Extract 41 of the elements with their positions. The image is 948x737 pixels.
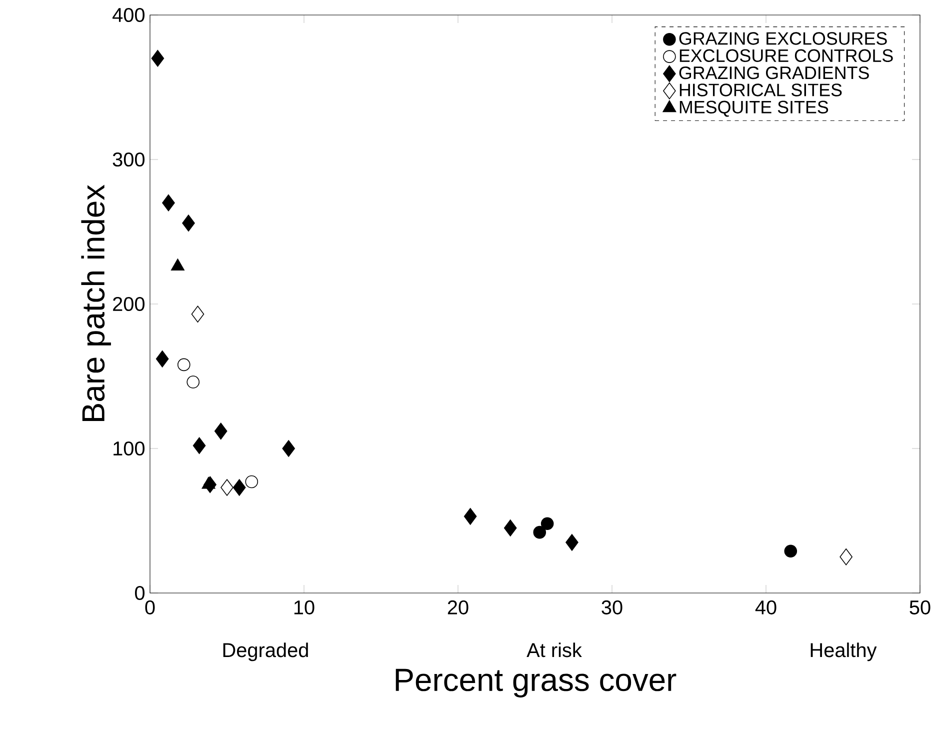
y-tick-label: 100 (114, 441, 145, 456)
point (540, 517, 554, 530)
point (533, 526, 546, 539)
legend-label: GRAZING EXCLOSURES (679, 32, 887, 45)
point (162, 194, 175, 212)
y-tick-label: 0 (134, 586, 145, 600)
y-axis-title: Bare patch index (81, 184, 111, 422)
point (282, 440, 295, 457)
text: Healthy (810, 642, 877, 662)
point (232, 479, 246, 496)
point (245, 475, 258, 488)
x-tick-label: 30 (602, 600, 622, 614)
x-tick-label: 50 (910, 600, 930, 614)
point (504, 520, 517, 536)
text: Degraded (223, 642, 308, 662)
point (464, 508, 477, 525)
x-tick-label: 20 (448, 600, 468, 614)
y-tick-label: 200 (113, 296, 145, 312)
point (840, 548, 852, 566)
text: At risk (526, 642, 582, 658)
x-tick-label: 0 (145, 600, 155, 614)
legend-label: HISTORICAL SITES (680, 84, 842, 96)
point (177, 358, 190, 372)
x-tick-label: 10 (294, 600, 314, 614)
point (182, 214, 195, 232)
x-axis-title: Percent grass cover (396, 668, 676, 698)
point (151, 50, 164, 67)
point (156, 350, 169, 368)
point (186, 376, 200, 388)
point (220, 479, 234, 496)
y-tick-label: 300 (112, 152, 145, 167)
point (192, 437, 206, 454)
x-tick-label: 40 (755, 600, 776, 614)
point (784, 544, 798, 558)
y-tick-label: 400 (112, 8, 145, 22)
legend-label: GRAZING GRADIENTS (679, 66, 869, 80)
legend-label: EXCLOSURE CONTROLS (680, 49, 893, 62)
point (566, 534, 578, 551)
legend-label: MESQUITE SITES (680, 100, 828, 117)
point (214, 422, 228, 440)
point (191, 306, 204, 323)
